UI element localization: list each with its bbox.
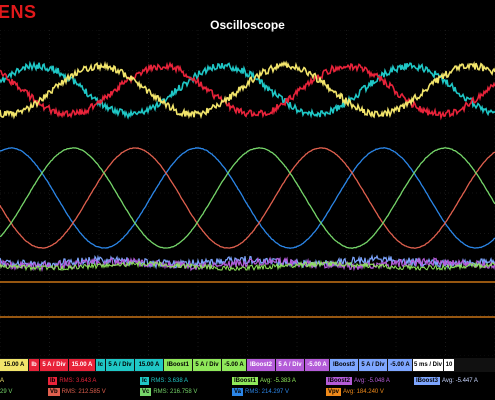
trace-vc: [0, 146, 495, 249]
meas-iboost3-tag: IBoost3: [414, 377, 441, 385]
meas-ia-value: A: [0, 378, 5, 384]
ch-iboost1-scale[interactable]: 5 A / Div: [193, 359, 221, 371]
meas-vc-value: RMS: 216.758 V: [153, 389, 198, 395]
ch-iboost2-offset[interactable]: -5.00 A: [305, 359, 329, 371]
ch-ic-offset[interactable]: 15.00 A: [135, 359, 163, 371]
waveform-display[interactable]: [0, 30, 495, 356]
ch-iboost1[interactable]: IBoost1: [164, 359, 192, 371]
ch-ic[interactable]: Ic: [96, 359, 105, 371]
meas-va-value: 29 V: [0, 389, 13, 395]
trace-va: [0, 147, 495, 249]
meas-ib-value: RMS: 3.643 A: [59, 378, 97, 384]
meas-ib: Ib RMS: 3.643 A: [48, 377, 96, 385]
trace-ic: [0, 60, 495, 120]
meas-iboost2: IBoost2 Avg: -5.048 A: [326, 377, 390, 385]
ch-ia-scale[interactable]: 15.00 A: [0, 359, 28, 371]
meas-ic-value: RMS: 3.638 A: [151, 378, 189, 384]
ch-ib-offset[interactable]: 15.00 A: [69, 359, 95, 371]
grid: [0, 30, 495, 356]
channel-settings-bar: 15.00 A Ib 5 A / Div 15.00 A Ic 5 A / Div 15.0…: [0, 358, 495, 372]
ch-ib[interactable]: Ib: [29, 359, 39, 371]
meas-ia: A: [0, 377, 4, 385]
ch-iboost2[interactable]: IBoost2: [247, 359, 275, 371]
meas-iboost3: IBoost3 Avg: -5.447 A: [414, 377, 478, 385]
meas-va: 29 V: [0, 388, 12, 396]
meas-iboost1-value: Avg: -5.383 A: [260, 378, 296, 384]
meas-iboost1: IBoost1 Avg: -5.383 A: [232, 377, 296, 385]
meas-va2: Va RMS: 214.297 V: [232, 388, 289, 396]
page-title: Oscilloscope: [210, 18, 285, 32]
ch-iboost2-scale[interactable]: 5 A / Div: [276, 359, 304, 371]
ch-iboost3[interactable]: IBoost3: [330, 359, 358, 371]
ch-iboost3-offset[interactable]: -5.00 A: [388, 359, 412, 371]
meas-ic-tag: Ic: [140, 377, 150, 385]
trace-ib: [0, 61, 495, 121]
meas-vb-tag: Vb: [48, 388, 60, 396]
timebase[interactable]: 5 ms / Div: [413, 359, 443, 371]
meas-vc: Vc RMS: 216.758 V: [140, 388, 197, 396]
meas-vpv-tag: Vpv: [326, 388, 342, 396]
ch-ic-scale[interactable]: 5 A / Div: [106, 359, 134, 371]
meas-ic: Ic RMS: 3.638 A: [140, 377, 188, 385]
meas-ib-tag: Ib: [48, 377, 58, 385]
brand-logo: ENS: [0, 2, 37, 22]
meas-va2-tag: Va: [232, 388, 244, 396]
meas-vb-value: RMS: 212.585 V: [61, 389, 106, 395]
meas-iboost3-value: Avg: -5.447 A: [442, 378, 478, 384]
meas-vb: Vb RMS: 212.585 V: [48, 388, 106, 396]
meas-vpv: Vpv Avg: 184.240 V: [326, 388, 384, 396]
ch-ib-scale[interactable]: 5 A / Div: [40, 359, 68, 371]
trace-ia: [0, 60, 495, 120]
measurements-panel: A Ib RMS: 3.643 A Ic RMS: 3.638 A IBoost1 Avg:…: [0, 374, 495, 400]
ch-iboost1-offset[interactable]: -5.00 A: [222, 359, 246, 371]
ch-iboost3-scale[interactable]: 5 A / Div: [359, 359, 387, 371]
meas-iboost2-value: Avg: -5.048 A: [354, 378, 390, 384]
timebase-offset[interactable]: 10: [444, 359, 454, 371]
trace-iboost1: [0, 259, 495, 272]
trace-vb: [0, 147, 495, 249]
meas-vpv-value: Avg: 184.240 V: [343, 389, 384, 395]
traces: [0, 60, 495, 318]
meas-iboost2-tag: IBoost2: [326, 377, 353, 385]
trace-iboost2: [0, 256, 495, 272]
meas-va2-value: RMS: 214.297 V: [245, 389, 290, 395]
meas-vc-tag: Vc: [140, 388, 152, 396]
meas-iboost1-tag: IBoost1: [232, 377, 259, 385]
